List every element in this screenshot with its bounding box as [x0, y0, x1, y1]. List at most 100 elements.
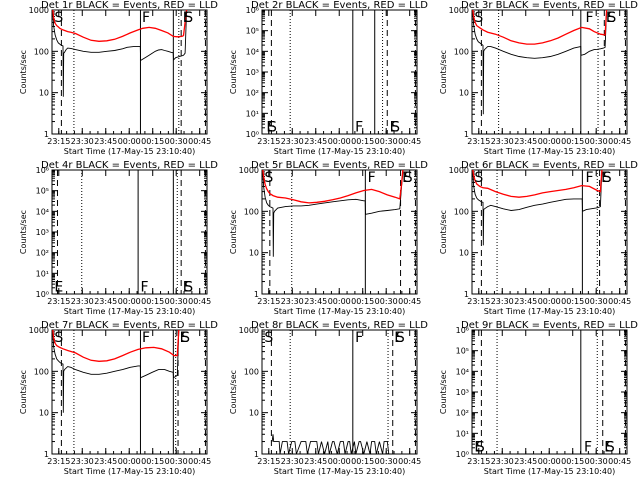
panel-title: Det 8r BLACK = Events, RED = LLD: [251, 320, 428, 331]
x-tick-label: 00:45: [608, 297, 631, 306]
x-tick-label: 00:30: [375, 137, 398, 146]
x-axis-label: Start Time (17-May-15 23:10:40): [484, 467, 615, 476]
x-tick-label: 00:00: [538, 137, 561, 146]
y-axis-label: Counts/sec: [439, 210, 448, 254]
panel-title: Det 4r BLACK = Events, RED = LLD: [41, 160, 218, 171]
y-tick-label: 10²: [456, 409, 469, 418]
flag-marker: S: [476, 440, 485, 456]
y-tick-label: 10: [459, 249, 469, 258]
panel-title: Det 6r BLACK = Events, RED = LLD: [461, 160, 638, 171]
y-tick-label: 10⁵: [36, 187, 49, 196]
y-tick-label: 10⁰: [456, 450, 469, 459]
flag-marker: S: [404, 170, 413, 186]
x-axis-label: Start Time (17-May-15 23:10:40): [274, 307, 405, 316]
flag-marker: F: [586, 170, 594, 186]
y-tick-label: 100: [244, 367, 259, 376]
flag-marker: E: [54, 280, 63, 296]
flag-marker: F: [142, 330, 150, 346]
y-tick-label: 10: [249, 409, 259, 418]
y-tick-label: 1000: [449, 166, 469, 175]
x-tick-label: 23:30: [491, 137, 514, 146]
x-tick-label: 00:45: [398, 297, 421, 306]
flag-marker: F: [584, 440, 592, 456]
y-tick-label: 100: [454, 47, 469, 56]
x-tick-label: 00:15: [351, 137, 374, 146]
lld-series-line: [52, 9, 188, 42]
flag-marker: S: [474, 10, 483, 26]
x-tick-label: 23:30: [491, 457, 514, 466]
flag-marker: S: [603, 170, 612, 186]
panel-title: Det 7r BLACK = Events, RED = LLD: [41, 320, 218, 331]
x-tick-label: 23:45: [94, 457, 117, 466]
y-axis-label: Counts/sec: [229, 50, 238, 94]
panel-title: Det 3r BLACK = Events, RED = LLD: [461, 0, 638, 11]
flag-marker: E: [183, 10, 192, 26]
flag-marker: E: [266, 120, 275, 136]
y-tick-label: 10²: [36, 249, 49, 258]
x-tick-label: 00:30: [585, 457, 608, 466]
flag-marker: F: [142, 10, 150, 26]
y-tick-label: 10¹: [246, 109, 259, 118]
x-tick-label: 23:15: [467, 297, 490, 306]
y-tick-label: 100: [34, 367, 49, 376]
flag-marker: S: [184, 10, 193, 26]
flag-marker: E: [601, 170, 610, 186]
y-tick-label: 10⁶: [456, 326, 469, 335]
flag-marker: F: [140, 280, 148, 296]
y-tick-label: 10¹: [36, 269, 49, 278]
y-tick-label: 10: [39, 409, 49, 418]
y-tick-label: 10³: [456, 388, 469, 397]
x-tick-label: 23:30: [71, 457, 94, 466]
y-tick-label: 10: [249, 249, 259, 258]
flag-marker: S: [181, 330, 190, 346]
lld-series-line: [472, 9, 608, 45]
x-tick-label: 00:45: [608, 457, 631, 466]
x-tick-label: 00:15: [561, 457, 584, 466]
y-tick-label: 10⁵: [456, 347, 469, 356]
y-tick-label: 10⁵: [246, 27, 259, 36]
x-tick-label: 23:15: [47, 137, 70, 146]
x-tick-label: 23:45: [94, 137, 117, 146]
y-tick-label: 10⁴: [246, 47, 259, 56]
x-tick-label: 00:00: [328, 297, 351, 306]
plot-frame: [261, 329, 418, 455]
x-tick-label: 23:30: [491, 297, 514, 306]
x-tick-label: 00:00: [118, 297, 141, 306]
x-tick-label: 00:30: [375, 457, 398, 466]
x-tick-label: 23:30: [281, 457, 304, 466]
y-tick-label: 1: [44, 130, 49, 139]
x-tick-label: 00:30: [585, 297, 608, 306]
x-tick-label: 23:15: [257, 297, 280, 306]
panel-det-5r: Det 5r BLACK = Events, RED = LLD 1 10 100 10…: [229, 160, 428, 316]
x-tick-label: 00:15: [351, 297, 374, 306]
x-tick-label: 00:15: [561, 297, 584, 306]
y-tick-label: 1: [254, 290, 259, 299]
flag-marker: E: [180, 330, 189, 346]
panel-title: Det 2r BLACK = Events, RED = LLD: [251, 0, 428, 11]
x-tick-label: 00:00: [118, 457, 141, 466]
y-tick-label: 100: [244, 207, 259, 216]
y-tick-label: 100: [34, 47, 49, 56]
x-tick-label: 23:15: [257, 137, 280, 146]
panel-det-4r: Det 4r BLACK = Events, RED = LLD 10⁰ 10¹ 10…: [19, 160, 218, 316]
flag-marker: S: [391, 120, 400, 136]
flag-marker: F: [355, 120, 363, 136]
x-axis-label: Start Time (17-May-15 23:10:40): [64, 307, 195, 316]
y-axis-label: Counts/sec: [19, 370, 28, 414]
x-axis-label: Start Time (17-May-15 23:10:40): [274, 467, 405, 476]
y-tick-label: 10: [459, 89, 469, 98]
y-axis-label: Counts/sec: [19, 210, 28, 254]
y-tick-label: 10⁰: [36, 290, 49, 299]
plot-frame: [471, 169, 628, 295]
x-tick-label: 23:45: [304, 457, 327, 466]
y-axis-label: Counts/sec: [229, 210, 238, 254]
y-tick-label: 10⁴: [456, 367, 469, 376]
flag-marker: S: [607, 10, 616, 26]
panel-title: Det 1r BLACK = Events, RED = LLD: [41, 0, 218, 11]
y-tick-label: 10³: [246, 68, 259, 77]
flag-marker: E: [402, 170, 411, 186]
y-tick-label: 10³: [36, 228, 49, 237]
lld-series-line: [52, 329, 180, 362]
y-axis-label: Counts/sec: [229, 370, 238, 414]
